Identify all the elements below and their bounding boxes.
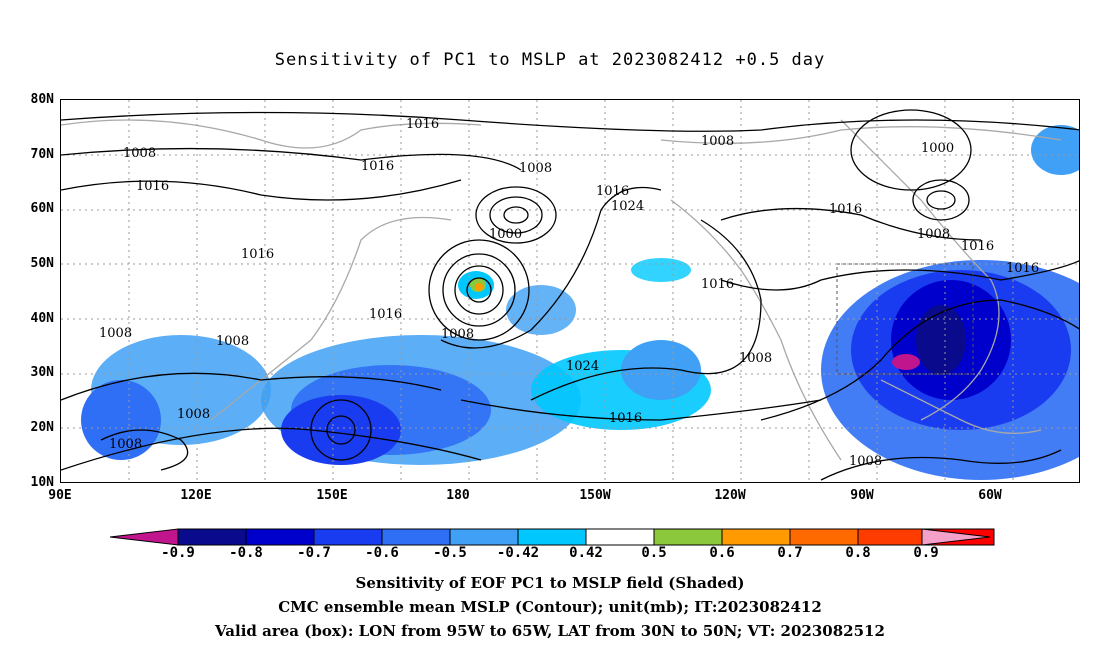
lat-label-10n: 10N (30, 475, 54, 490)
lon-label-90w: 90W (850, 488, 874, 503)
colorbar-cell (313, 528, 383, 546)
colorbar (110, 528, 995, 546)
caption-line-2: CMC ensemble mean MSLP (Contour); unit(m… (278, 598, 822, 616)
map-panel: 1016 1008 1008 1016 1016 1008 1000 1016 … (60, 99, 1080, 483)
contour-label: 1016 (136, 179, 169, 194)
colorbar-tick: 0.9 (913, 545, 939, 561)
colorbar-cell (177, 528, 247, 546)
map-title: Sensitivity of PC1 to MSLP at 2023082412… (274, 50, 826, 70)
lon-label-120w: 120W (714, 488, 746, 503)
contour-label: 1016 (406, 117, 439, 132)
colorbar-cells (177, 528, 995, 546)
colorbar-cell (449, 528, 519, 546)
contour-label: 1008 (519, 161, 552, 176)
colorbar-tick: -0.42 (496, 545, 540, 561)
contour-label: 1016 (241, 247, 274, 262)
lat-label-30n: 30N (30, 365, 54, 380)
colorbar-cell (653, 528, 723, 546)
lat-label-20n: 20N (30, 420, 54, 435)
contour-label: 1008 (917, 227, 950, 242)
lat-label-70n: 70N (30, 147, 54, 162)
contour-label: 1008 (849, 454, 882, 469)
contour-label: 1008 (99, 326, 132, 341)
contour-label: 1016 (596, 184, 629, 199)
colorbar-cell (857, 528, 927, 546)
sensitivity-shading (81, 125, 1079, 480)
contour-label: 1016 (609, 411, 642, 426)
contour-label: 1008 (739, 351, 772, 366)
lon-label-90e: 90E (48, 488, 72, 503)
contour-label-group: 1016 1008 1008 1016 1016 1008 1000 1016 … (99, 117, 1039, 469)
lon-label-150w: 150W (579, 488, 611, 503)
colorbar-tick: 0.5 (641, 545, 667, 561)
contour-label: 1008 (441, 327, 474, 342)
lat-label-40n: 40N (30, 311, 54, 326)
lon-label-60w: 60W (978, 488, 1002, 503)
valid-area-box (836, 263, 974, 375)
colorbar-tick: 0.7 (777, 545, 803, 561)
colorbar-tick: -0.9 (161, 545, 195, 561)
contour-label: 1016 (961, 239, 994, 254)
lat-label-60n: 60N (30, 201, 54, 216)
contour-label: 1024 (611, 199, 644, 214)
contour-label: 1016 (701, 277, 734, 292)
contour-label: 1000 (489, 227, 522, 242)
colorbar-cell (721, 528, 791, 546)
colorbar-cell (585, 528, 655, 546)
colorbar-tick: -0.6 (365, 545, 399, 561)
contour-label: 1024 (566, 359, 599, 374)
contour-label: 1008 (701, 134, 734, 149)
contour-label: 1016 (369, 307, 402, 322)
lon-label-120e: 120E (180, 488, 212, 503)
colorbar-tick: 0.8 (845, 545, 871, 561)
lon-label-150e: 150E (316, 488, 348, 503)
caption-line-3: Valid area (box): LON from 95W to 65W, L… (215, 622, 885, 640)
contour-label: 1008 (123, 146, 156, 161)
colorbar-tick: 0.6 (709, 545, 735, 561)
colorbar-cell (381, 528, 451, 546)
contour-label: 1000 (921, 141, 954, 156)
colorbar-arrow-left (110, 528, 179, 546)
pressure-contours (61, 109, 1079, 481)
contour-label: 1016 (361, 159, 394, 174)
lat-label-50n: 50N (30, 256, 54, 271)
colorbar-cell (245, 528, 315, 546)
colorbar-tick: -0.7 (297, 545, 331, 561)
colorbar-tick: -0.5 (433, 545, 467, 561)
lat-label-80n: 80N (30, 92, 54, 107)
contour-label: 1016 (829, 202, 862, 217)
colorbar-cell (517, 528, 587, 546)
contour-label: 1016 (1006, 261, 1039, 276)
map-canvas: 1016 1008 1008 1016 1016 1008 1000 1016 … (61, 100, 1079, 482)
lon-label-180: 180 (446, 488, 470, 503)
colorbar-tick: -0.8 (229, 545, 263, 561)
colorbar-tick: 0.42 (569, 545, 603, 561)
contour-label: 1008 (216, 334, 249, 349)
contour-label: 1008 (177, 407, 210, 422)
contour-label: 1008 (109, 437, 142, 452)
colorbar-cell (789, 528, 859, 546)
colorbar-arrow-right (921, 528, 991, 546)
caption-line-1: Sensitivity of EOF PC1 to MSLP field (Sh… (355, 574, 745, 592)
grid-lines (61, 100, 1079, 482)
